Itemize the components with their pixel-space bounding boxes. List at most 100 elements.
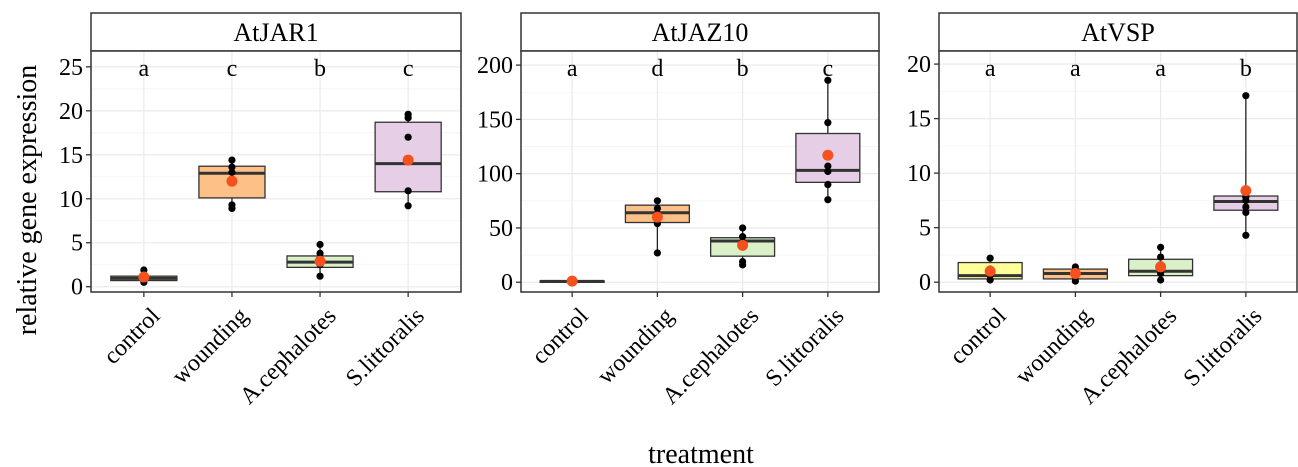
data-point bbox=[404, 202, 412, 210]
gridlines bbox=[939, 51, 1297, 292]
box-wounding bbox=[624, 197, 690, 257]
data-point bbox=[316, 240, 324, 249]
data-point bbox=[653, 249, 661, 257]
data-point bbox=[228, 163, 236, 171]
mean-point bbox=[138, 271, 150, 283]
data-point bbox=[653, 197, 661, 205]
mean-point bbox=[314, 255, 326, 267]
significance-letter: c bbox=[403, 56, 414, 82]
data-point bbox=[824, 76, 832, 84]
y-tick-label: 10 bbox=[907, 161, 931, 187]
y-tick-label: 15 bbox=[907, 107, 931, 133]
x-tick-label: wounding bbox=[593, 303, 679, 389]
panel-border bbox=[90, 50, 462, 293]
data-point bbox=[404, 187, 412, 195]
box-control bbox=[957, 254, 1023, 284]
x-tick-label: S.littoralis bbox=[761, 303, 850, 392]
significance-letter: b bbox=[737, 56, 749, 82]
mean-point bbox=[402, 154, 414, 166]
data-point bbox=[739, 224, 747, 232]
data-point bbox=[228, 201, 236, 209]
facet-title: AtVSP bbox=[1081, 18, 1155, 47]
panel-border bbox=[520, 50, 880, 293]
data-point bbox=[1242, 208, 1250, 216]
data-point bbox=[824, 162, 832, 170]
y-tick-label: 200 bbox=[477, 53, 513, 79]
data-point bbox=[824, 167, 832, 176]
significance-letter: a bbox=[1070, 56, 1081, 82]
significance-letter: a bbox=[985, 56, 996, 82]
x-tick-label: S.littoralis bbox=[1179, 303, 1268, 392]
data-point bbox=[316, 249, 324, 257]
y-tick-label: 15 bbox=[59, 143, 83, 169]
data-point bbox=[1242, 231, 1250, 239]
data-point bbox=[824, 119, 832, 127]
y-tick-label: 20 bbox=[907, 52, 931, 78]
box-control bbox=[110, 266, 178, 286]
y-tick-label: 20 bbox=[59, 99, 83, 125]
data-point bbox=[1157, 243, 1165, 251]
y-axis-label: relative gene expression bbox=[12, 65, 43, 336]
panel-border bbox=[938, 50, 1298, 293]
facet-strip bbox=[938, 12, 1298, 52]
mean-point bbox=[737, 239, 749, 251]
y-tick-label: 0 bbox=[71, 275, 83, 301]
y-tick-label: 0 bbox=[501, 270, 513, 296]
y-tick-label: 10 bbox=[59, 187, 83, 213]
facet-title: AtJAZ10 bbox=[652, 18, 749, 47]
y-tick-label: 5 bbox=[71, 231, 83, 257]
significance-letter: a bbox=[139, 56, 150, 82]
data-point bbox=[653, 204, 661, 213]
data-point bbox=[404, 133, 412, 141]
x-tick-label: wounding bbox=[1011, 303, 1097, 389]
facet-strip bbox=[520, 12, 880, 52]
y-tick-label: 0 bbox=[919, 270, 931, 296]
data-point bbox=[739, 258, 747, 266]
data-point bbox=[986, 254, 994, 262]
facet-title: AtJAR1 bbox=[233, 18, 318, 47]
mean-point bbox=[1069, 267, 1081, 279]
box-a-cephalotes bbox=[286, 240, 354, 280]
box-s-littoralis bbox=[795, 76, 861, 204]
facet-strip bbox=[90, 12, 462, 52]
data-point bbox=[316, 272, 324, 280]
x-tick-label: control bbox=[99, 303, 166, 370]
mean-point bbox=[566, 275, 578, 287]
mean-point bbox=[651, 211, 663, 223]
significance-letter: a bbox=[1155, 56, 1166, 82]
box-wounding bbox=[1042, 263, 1108, 285]
y-tick-label: 150 bbox=[477, 107, 513, 133]
mean-point bbox=[1155, 261, 1167, 273]
box-control bbox=[539, 275, 605, 287]
box-a-cephalotes bbox=[710, 224, 776, 269]
x-tick-label: control bbox=[945, 303, 1012, 370]
data-point bbox=[228, 168, 236, 176]
data-point bbox=[739, 233, 747, 241]
significance-letter: c bbox=[823, 56, 834, 82]
data-point bbox=[824, 196, 832, 204]
y-tick-label: 25 bbox=[59, 55, 83, 81]
mean-point bbox=[226, 175, 238, 187]
y-tick-label: 5 bbox=[919, 216, 931, 242]
y-tick-label: 50 bbox=[489, 216, 513, 242]
box-s-littoralis bbox=[1213, 92, 1279, 239]
data-point bbox=[1242, 92, 1250, 100]
x-tick-label: control bbox=[527, 303, 594, 370]
significance-letter: b bbox=[314, 56, 326, 82]
data-point bbox=[1157, 253, 1165, 261]
data-point bbox=[140, 266, 148, 274]
x-axis-label: treatment bbox=[648, 439, 754, 467]
x-tick-label: S.littoralis bbox=[341, 303, 430, 392]
box-a-cephalotes bbox=[1128, 243, 1194, 284]
box-s-littoralis bbox=[374, 110, 442, 210]
significance-letter: b bbox=[1240, 56, 1252, 82]
data-point bbox=[1157, 276, 1165, 284]
data-point bbox=[824, 180, 832, 189]
significance-letter: d bbox=[651, 56, 663, 82]
mean-point bbox=[1240, 185, 1252, 197]
x-tick-label: wounding bbox=[167, 303, 253, 389]
